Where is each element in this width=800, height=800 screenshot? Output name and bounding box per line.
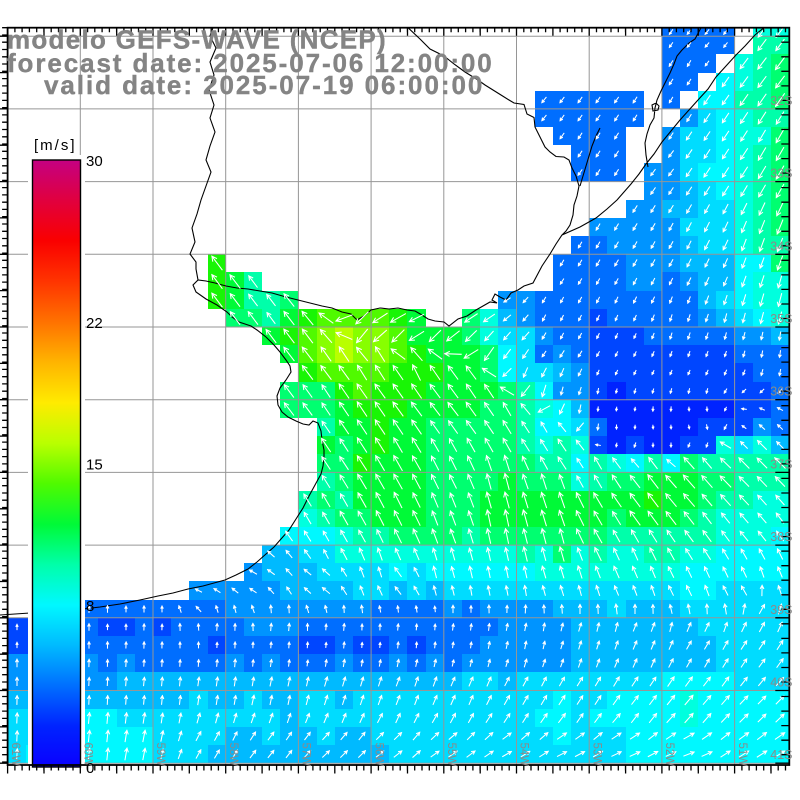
svg-text:36S: 36S: [770, 385, 792, 399]
svg-text:58W: 58W: [227, 743, 239, 767]
svg-text:54W: 54W: [518, 743, 530, 767]
svg-text:forecast date: 2025-07-06 12:0: forecast date: 2025-07-06 12:00:00: [7, 48, 494, 78]
svg-text:34S: 34S: [770, 239, 792, 253]
svg-text:38S: 38S: [770, 530, 792, 544]
svg-text:22: 22: [86, 315, 103, 332]
svg-text:61W: 61W: [9, 743, 21, 767]
svg-text:57W: 57W: [300, 743, 312, 767]
svg-text:0: 0: [86, 760, 94, 777]
svg-text:[m/s]: [m/s]: [34, 137, 77, 154]
svg-text:53W: 53W: [590, 743, 602, 767]
svg-text:39S: 39S: [770, 603, 792, 617]
svg-text:51W: 51W: [736, 743, 748, 767]
svg-text:37S: 37S: [770, 457, 792, 471]
svg-text:40S: 40S: [770, 676, 792, 690]
svg-text:60W: 60W: [82, 743, 94, 767]
svg-text:35S: 35S: [770, 312, 792, 326]
svg-text:55W: 55W: [445, 743, 457, 767]
svg-text:32S: 32S: [770, 94, 792, 108]
svg-text:8: 8: [86, 598, 94, 615]
svg-text:41S: 41S: [770, 748, 792, 762]
svg-text:modelo GEFS-WAVE (NCEP): modelo GEFS-WAVE (NCEP): [7, 25, 387, 55]
svg-text:52W: 52W: [663, 743, 675, 767]
svg-text:59W: 59W: [154, 743, 166, 767]
svg-text:56W: 56W: [372, 743, 384, 767]
svg-text:30: 30: [86, 153, 103, 170]
svg-text:33S: 33S: [770, 167, 792, 181]
svg-text:valid date: 2025-07-19 06:00:0: valid date: 2025-07-19 06:00:00: [44, 70, 484, 100]
svg-text:15: 15: [86, 457, 103, 474]
